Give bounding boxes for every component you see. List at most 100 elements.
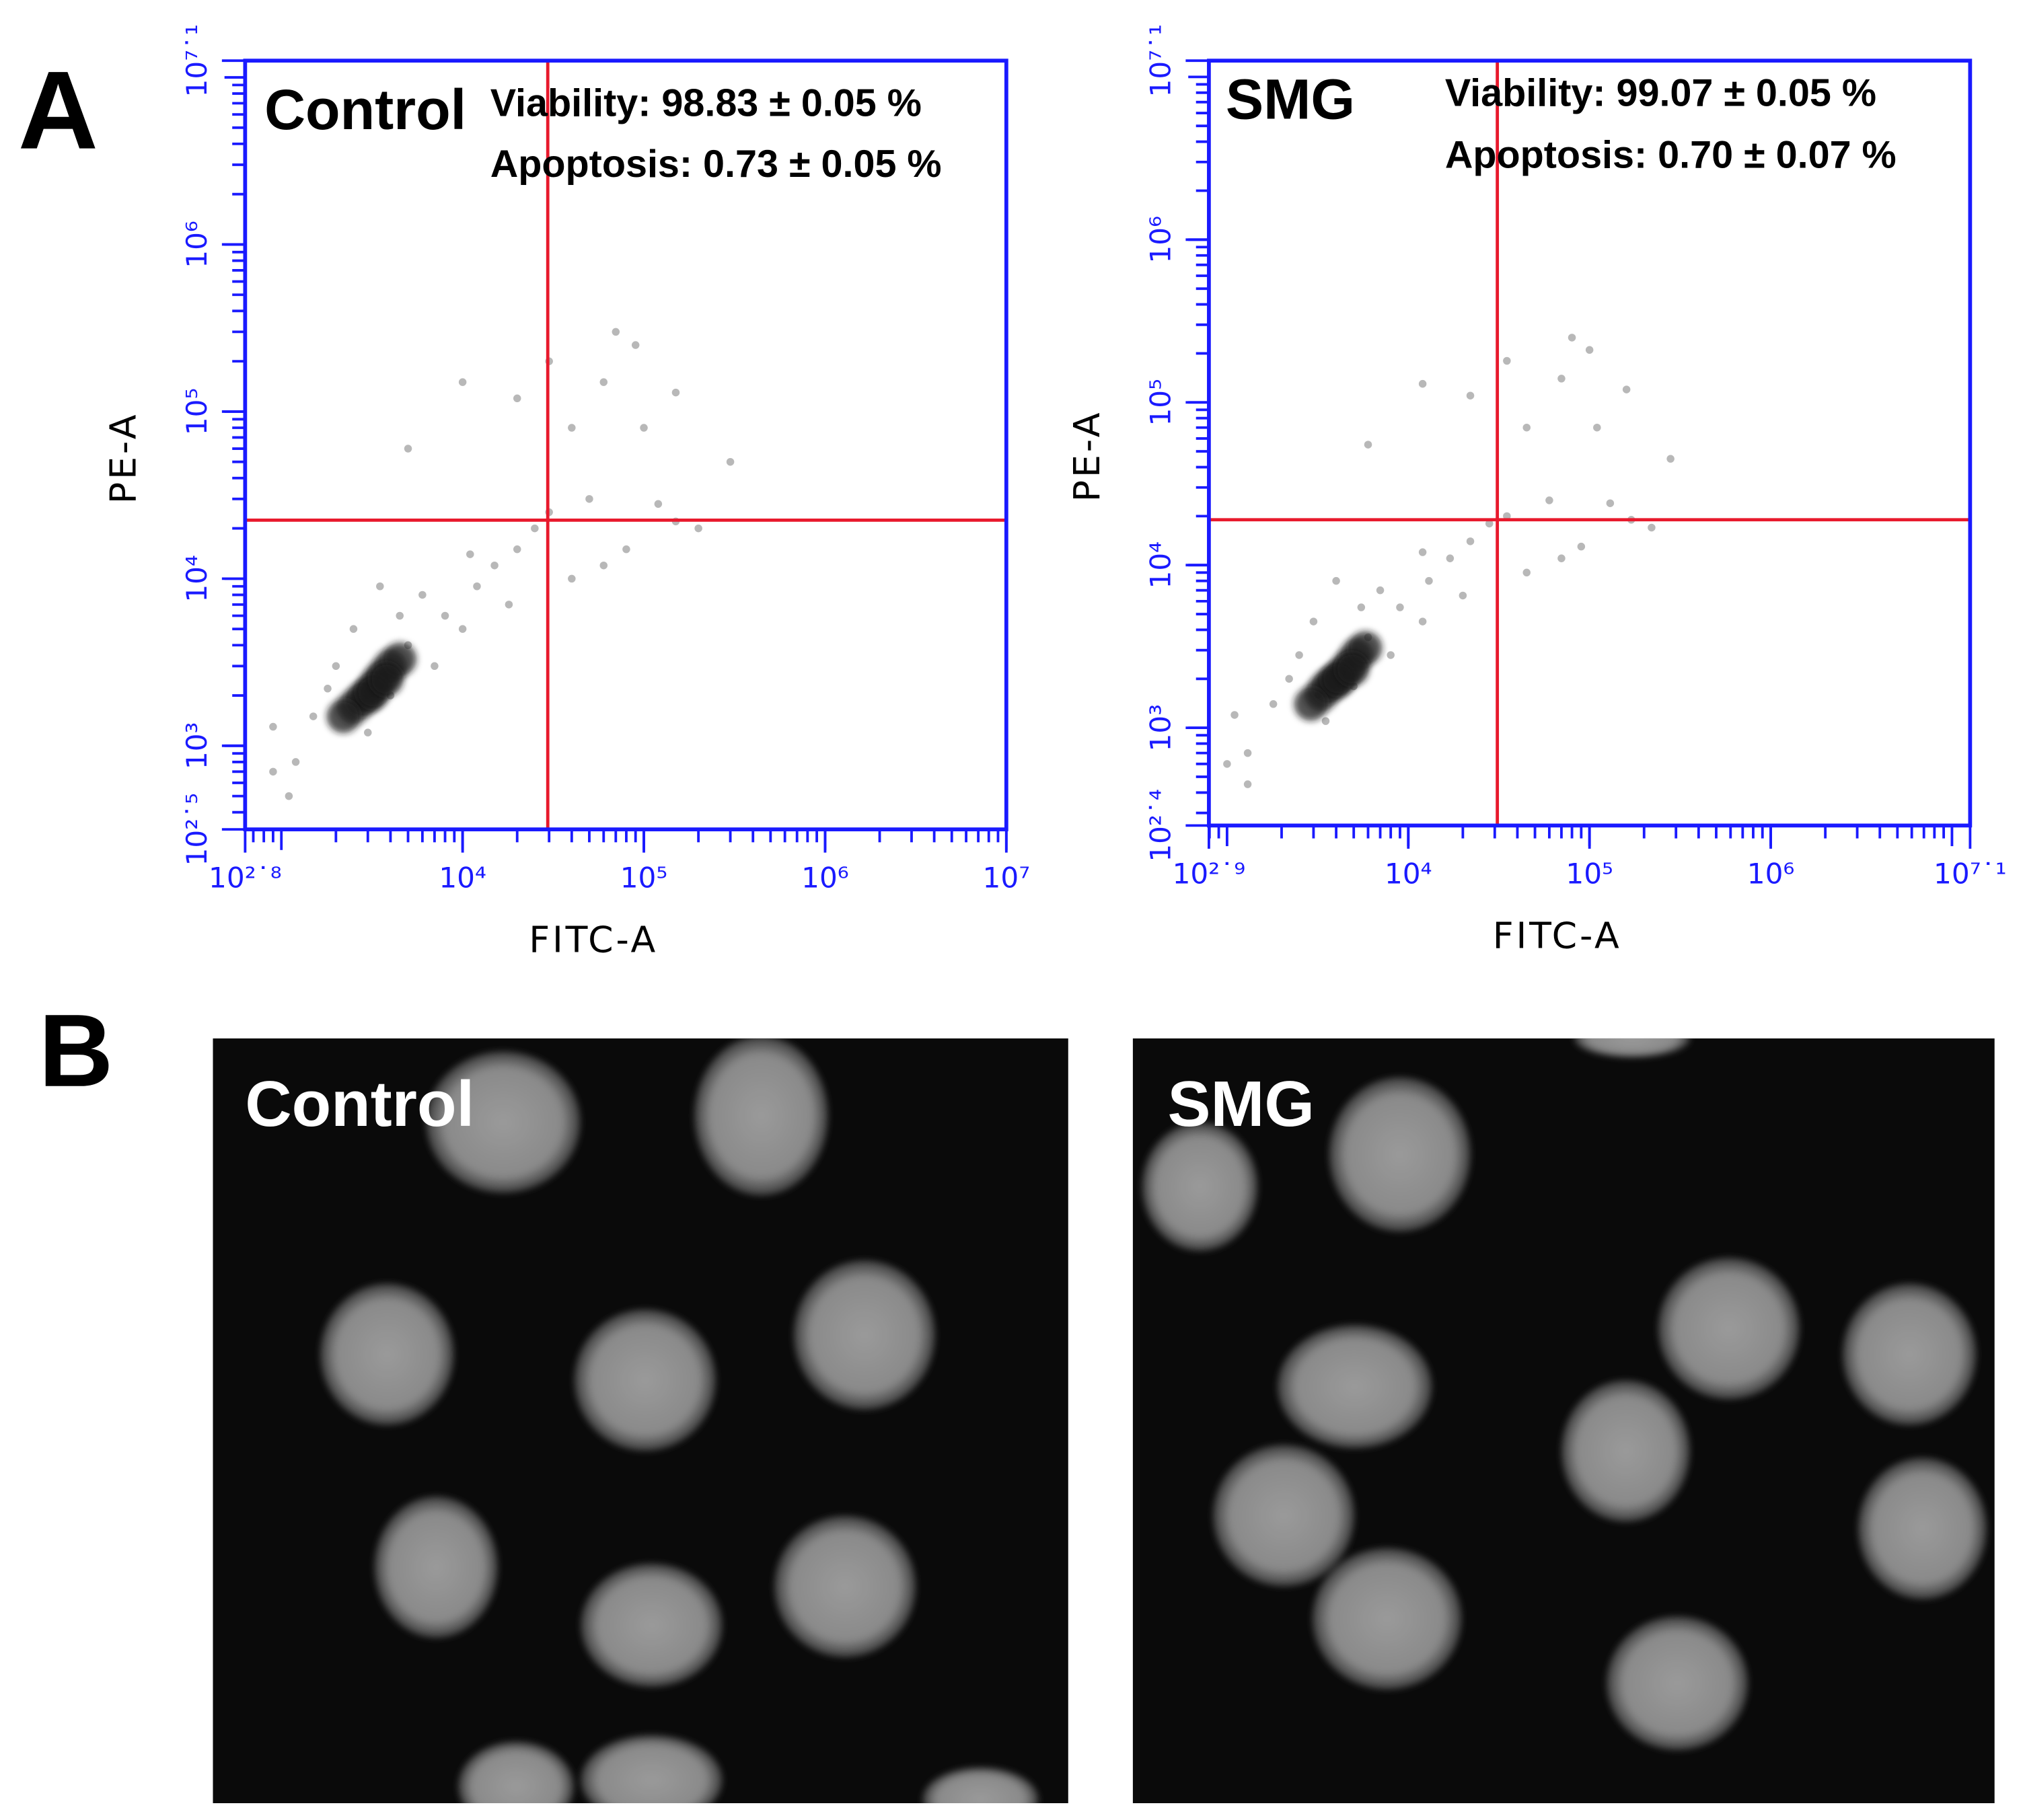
event (1269, 700, 1278, 708)
x-axis-label: FITC-A (529, 918, 658, 960)
annotation: Apoptosis: 0.73 ± 0.05 % (490, 143, 942, 186)
event (458, 625, 467, 633)
event (1418, 617, 1427, 625)
y-tick-label: 10⁶ (180, 221, 213, 268)
plot-title: SMG (1226, 67, 1355, 130)
event (513, 545, 521, 554)
y-axis-label: PE-A (1066, 410, 1108, 502)
y-tick-label: 10⁷˙¹ (1144, 24, 1177, 98)
event (568, 424, 576, 432)
plot-frame (1207, 59, 1973, 828)
event (466, 550, 474, 558)
event (1376, 586, 1385, 595)
event (1230, 711, 1239, 719)
event (1503, 356, 1511, 365)
event (1666, 455, 1675, 463)
annotation: Apoptosis: 0.70 ± 0.07 % (1445, 133, 1897, 176)
event (1557, 375, 1566, 383)
event (1295, 651, 1303, 659)
y-tick-label: 10⁵ (180, 388, 213, 436)
event (490, 561, 499, 570)
event (404, 445, 412, 453)
x-tick-label: 10⁴ (1385, 858, 1432, 890)
event (1522, 423, 1531, 432)
y-tick-label: 10³ (180, 722, 213, 770)
event (1485, 519, 1494, 528)
x-tick-label: 10⁵ (1566, 858, 1613, 890)
event (1648, 523, 1656, 532)
event (349, 625, 358, 633)
micrograph-label: Control (245, 1068, 474, 1140)
event (1357, 603, 1366, 611)
event (1606, 499, 1615, 507)
x-tick-label: 10⁷˙¹ (1934, 858, 2007, 890)
event (1593, 423, 1601, 432)
x-tick-label: 10⁶ (1747, 858, 1795, 890)
annotation: Viability: 98.83 ± 0.05 % (490, 82, 922, 125)
x-tick-label: 10²˙⁸ (209, 861, 282, 894)
event (1396, 603, 1404, 611)
event (1364, 441, 1372, 449)
event (1466, 537, 1475, 545)
panel-label: A (18, 48, 98, 172)
y-tick-label: 10³ (1144, 704, 1177, 752)
event (1522, 568, 1531, 577)
event (1243, 749, 1252, 757)
event (269, 722, 277, 731)
x-tick-label: 10²˙⁹ (1173, 858, 1246, 890)
event (1335, 652, 1369, 686)
event (599, 378, 608, 386)
x-tick-label: 10⁷ (983, 861, 1031, 894)
y-tick-label: 10⁶ (1144, 216, 1177, 264)
event (654, 500, 663, 508)
event (631, 341, 640, 349)
event (1332, 576, 1340, 585)
event (1622, 385, 1631, 393)
annotation: Viability: 99.07 ± 0.05 % (1445, 71, 1876, 114)
event (326, 699, 361, 734)
x-tick-label: 10⁵ (620, 861, 668, 894)
nuclei (320, 1038, 1039, 1804)
event (1466, 391, 1475, 400)
y-axis-label: PE-A (102, 412, 144, 504)
event (568, 574, 576, 583)
event (285, 792, 293, 800)
micrograph (213, 1038, 1068, 1804)
y-tick-label: 10⁵ (1144, 379, 1177, 426)
event (671, 388, 680, 397)
event (1223, 760, 1231, 768)
event (505, 601, 513, 609)
event (473, 582, 481, 591)
event (622, 545, 630, 554)
micrograph-background (1132, 1038, 1995, 1804)
event (1446, 554, 1455, 562)
micrograph (1132, 1038, 1995, 1804)
y-tick-label: 10⁴ (180, 555, 213, 603)
y-tick-label: 10⁷˙¹ (180, 24, 213, 98)
event (1321, 717, 1330, 725)
event (1309, 617, 1318, 625)
event (612, 328, 620, 336)
x-axis-label: FITC-A (1493, 915, 1622, 957)
nuclei (1142, 1038, 1987, 1751)
event (726, 457, 735, 466)
event (1285, 675, 1293, 683)
event (640, 424, 648, 432)
event (269, 767, 277, 776)
event (418, 591, 427, 599)
event (1294, 687, 1328, 721)
event (324, 685, 332, 693)
x-tick-label: 10⁶ (801, 861, 849, 894)
y-tick-label: 10²˙⁵ (180, 793, 213, 866)
event (585, 495, 593, 503)
panel-label: B (39, 993, 114, 1108)
event (376, 582, 384, 591)
event (1545, 496, 1553, 504)
event (694, 524, 702, 533)
plot-title: Control (264, 78, 466, 141)
event (1387, 651, 1395, 659)
event (1425, 576, 1433, 585)
event (531, 524, 539, 533)
event (291, 758, 300, 766)
event (396, 611, 404, 620)
